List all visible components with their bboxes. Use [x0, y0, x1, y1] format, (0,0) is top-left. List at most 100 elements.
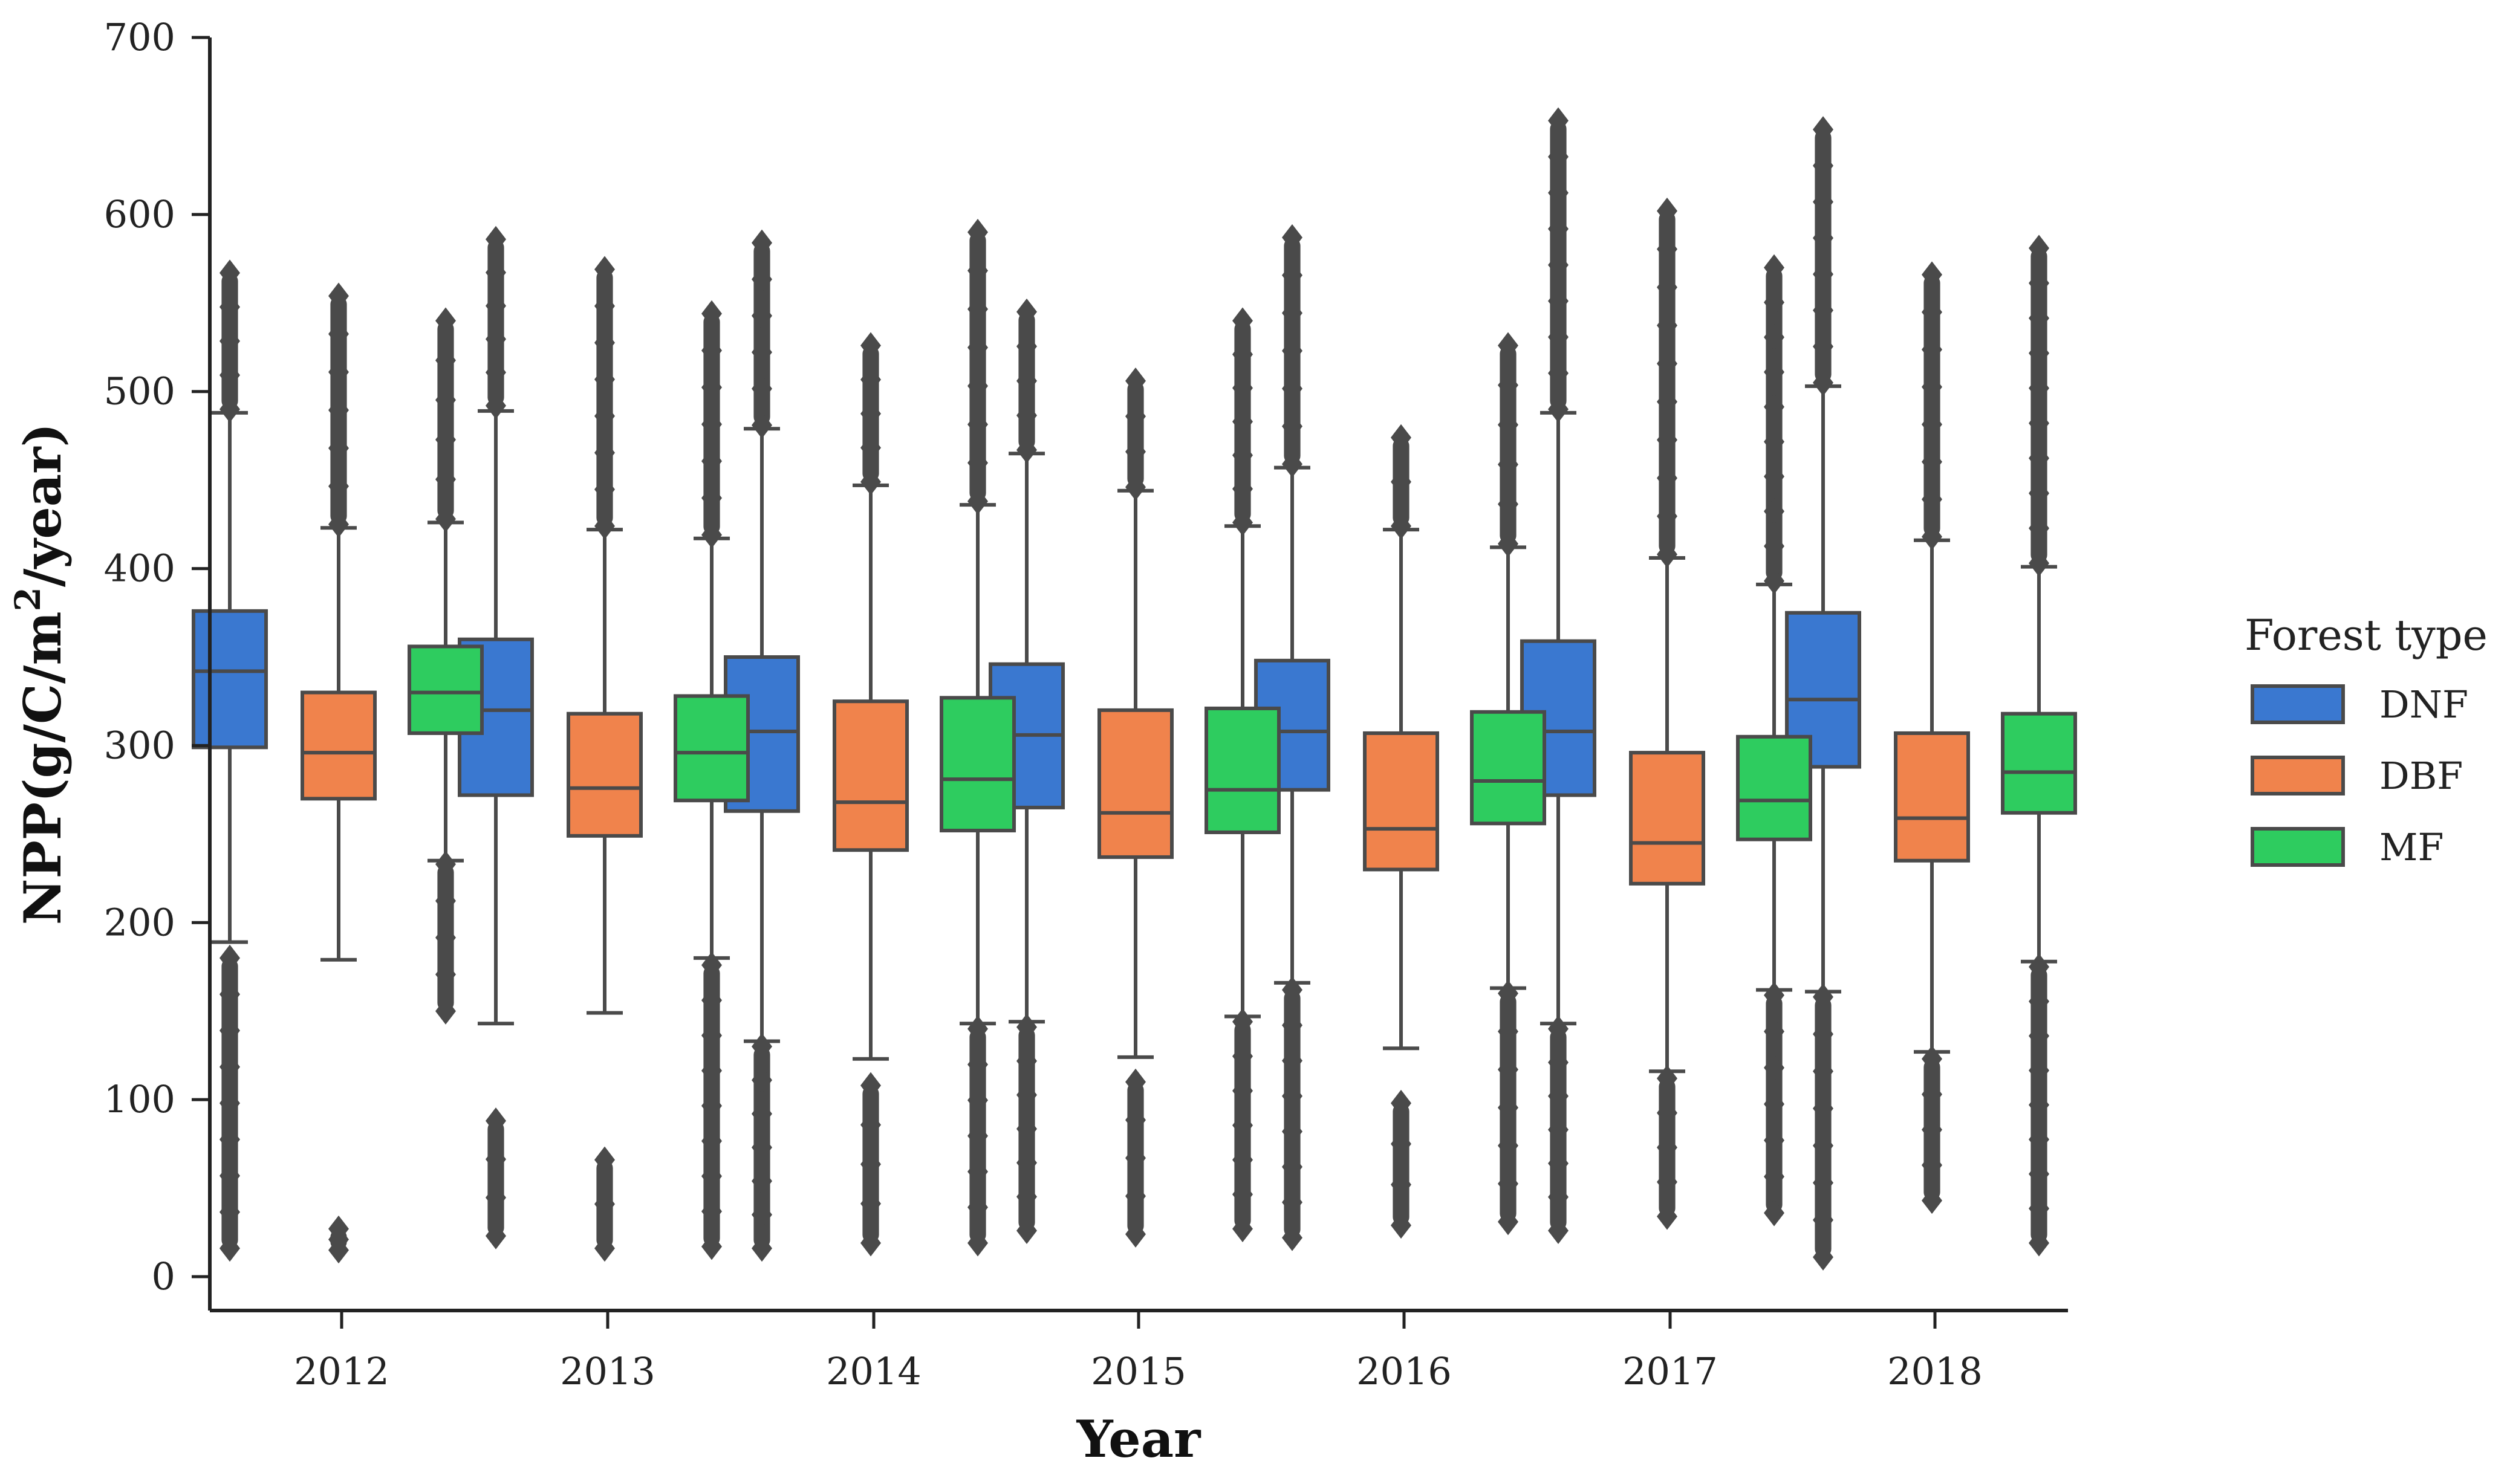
- outlier-point: [752, 1235, 772, 1262]
- outliers-high: [752, 229, 772, 439]
- series-dbf: [301, 197, 1970, 1264]
- outlier-point: [1764, 1054, 1784, 1081]
- outlier-point: [752, 1201, 772, 1228]
- outlier-point: [1282, 413, 1302, 440]
- y-axis-title-prefix: NPP(g/C/m: [13, 612, 73, 925]
- outlier-point: [219, 1017, 240, 1045]
- outlier-point: [1016, 1115, 1037, 1142]
- outlier-point: [1922, 411, 1942, 438]
- legend-items: DNF DBF MF: [2251, 682, 2468, 869]
- outliers-high: [1498, 332, 1518, 557]
- outliers-low: [1922, 1045, 1942, 1214]
- outlier-point: [1016, 436, 1037, 464]
- outlier-point: [1391, 1211, 1411, 1239]
- outlier-point: [1657, 312, 1677, 339]
- y-axis-title-sup: 2: [7, 587, 48, 611]
- outlier-point: [435, 851, 456, 878]
- outlier-point: [1498, 1018, 1518, 1045]
- outliers-low: [1498, 980, 1518, 1236]
- outliers-low: [328, 1215, 349, 1264]
- y-tick-label: 400: [104, 546, 175, 591]
- outlier-point: [1813, 333, 1833, 360]
- box-iqr: [1470, 710, 1546, 826]
- outlier-point: [1813, 297, 1833, 324]
- outlier-point: [486, 358, 506, 386]
- outlier-point: [1016, 1081, 1037, 1109]
- outlier-point: [1764, 1127, 1784, 1154]
- outlier-point: [860, 1190, 881, 1217]
- outlier-point: [2029, 444, 2049, 472]
- box-dbf-2017: [1629, 197, 1705, 1230]
- outlier-point: [435, 961, 456, 988]
- outlier-point: [1282, 450, 1302, 478]
- box-dbf-2018: [1894, 261, 1970, 1214]
- outlier-point: [701, 1127, 722, 1155]
- x-axis-title: Year: [1076, 1409, 1202, 1469]
- box-iqr: [1363, 731, 1439, 872]
- outlier-point: [1282, 299, 1302, 326]
- outliers-low: [701, 951, 722, 1260]
- outlier-point: [1764, 533, 1784, 560]
- y-ticks: 0 100 200 300 400 500 600 700: [104, 15, 210, 1298]
- outlier-point: [1813, 369, 1833, 397]
- outlier-point: [1282, 1118, 1302, 1145]
- outlier-point: [1764, 1163, 1784, 1190]
- outlier-point: [967, 1087, 988, 1114]
- outlier-point: [752, 302, 772, 329]
- outlier-point: [486, 1107, 506, 1135]
- outlier-point: [967, 296, 988, 323]
- outlier-point: [701, 987, 722, 1014]
- plot-area: [192, 107, 2077, 1271]
- box-iqr: [1205, 706, 1281, 834]
- outlier-band: [1284, 990, 1301, 1238]
- outlier-point: [1764, 463, 1784, 490]
- outliers-low: [486, 1107, 506, 1249]
- outliers-high: [1125, 368, 1146, 501]
- outlier-point: [2029, 410, 2049, 437]
- outlier-point: [752, 229, 772, 256]
- outlier-point: [1922, 336, 1942, 363]
- outlier-point: [435, 887, 456, 915]
- outliers-high: [1548, 107, 1569, 423]
- outliers-high: [435, 307, 456, 533]
- outlier-point: [435, 997, 456, 1025]
- outliers-low: [752, 1033, 772, 1262]
- outlier-point: [752, 1066, 772, 1094]
- outlier-point: [860, 332, 881, 359]
- outlier-point: [1016, 402, 1037, 429]
- outlier-point: [701, 1092, 722, 1119]
- y-tick-label: 200: [104, 900, 175, 944]
- outlier-point: [967, 1194, 988, 1221]
- outlier-point: [1548, 1049, 1569, 1076]
- outlier-point: [860, 468, 881, 496]
- box-dnf-2017: [1520, 107, 1596, 1244]
- box-dnf-2013: [458, 225, 534, 1249]
- outlier-point: [1232, 341, 1253, 368]
- outlier-point: [1016, 368, 1037, 395]
- outlier-point: [328, 397, 349, 424]
- outlier-band: [969, 232, 986, 502]
- outlier-point: [1498, 490, 1518, 518]
- outliers-high: [219, 259, 240, 423]
- outlier-point: [2029, 1057, 2049, 1084]
- outliers-low: [1657, 1064, 1677, 1230]
- outliers-low: [594, 1146, 615, 1262]
- outlier-point: [752, 1100, 772, 1127]
- outlier-point: [1232, 408, 1253, 435]
- outlier-point: [1813, 152, 1833, 180]
- outliers-low: [967, 1015, 988, 1257]
- outlier-point: [1922, 448, 1942, 476]
- outlier-point: [594, 329, 615, 357]
- outliers-low: [1125, 1068, 1146, 1248]
- outlier-point: [435, 386, 456, 413]
- outlier-point: [752, 1134, 772, 1161]
- outliers-high: [1922, 261, 1942, 550]
- outlier-point: [1282, 1083, 1302, 1110]
- box-dbf-2012: [301, 282, 377, 1264]
- outlier-point: [701, 337, 722, 364]
- box-mf-2012: [408, 307, 484, 1025]
- outliers-high: [1282, 224, 1302, 478]
- legend-item-dbf: DBF: [2251, 754, 2463, 798]
- outlier-point: [1548, 1015, 1569, 1043]
- box-iqr: [1785, 611, 1861, 769]
